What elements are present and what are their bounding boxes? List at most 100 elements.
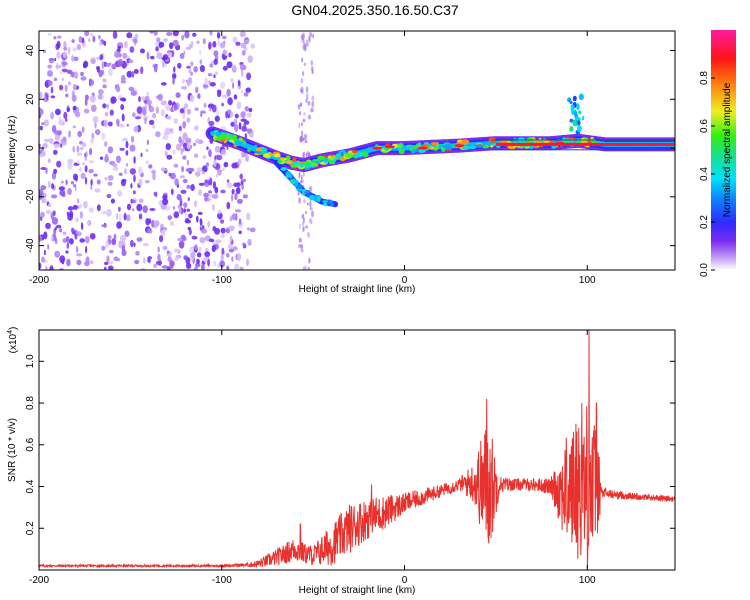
track-blob (433, 147, 439, 151)
noise-blob (109, 109, 114, 116)
noise-blob (197, 211, 203, 215)
noise-blob (201, 228, 207, 234)
noise-blob (239, 266, 244, 270)
noise-blob (190, 61, 194, 67)
noise-blob (72, 125, 76, 129)
noise-blob (241, 151, 246, 158)
noise-blob (220, 253, 224, 261)
noise-blob (214, 227, 221, 235)
noise-blob (47, 203, 52, 208)
streak-blob (307, 202, 309, 206)
noise-blob (56, 40, 61, 49)
noise-blob (96, 66, 100, 73)
noise-blob (47, 158, 51, 163)
noise-blob (59, 189, 66, 197)
track-blob (291, 161, 301, 166)
noise-blob (80, 222, 84, 231)
noise-blob (101, 224, 106, 228)
noise-blob (249, 227, 256, 233)
spike-blob (582, 115, 585, 121)
noise-blob (190, 40, 194, 46)
noise-blob (217, 89, 222, 94)
track-blob (456, 142, 463, 145)
x-tick-label: -200 (29, 575, 49, 586)
noise-blob (212, 41, 217, 48)
noise-blob (207, 179, 212, 185)
noise-blob (215, 174, 219, 178)
noise-blob (166, 266, 171, 270)
noise-blob (204, 196, 208, 202)
colorbar-tick-label: 0.8 (699, 71, 710, 85)
spike-blob (569, 125, 574, 132)
noise-blob (207, 73, 213, 77)
noise-blob (59, 255, 66, 264)
noise-blob (214, 145, 221, 153)
noise-blob (78, 167, 83, 172)
noise-blob (76, 253, 83, 257)
noise-blob (180, 207, 184, 215)
noise-blob (80, 76, 87, 81)
streak-blob (305, 86, 309, 93)
noise-blob (183, 202, 188, 208)
track-blob (309, 162, 318, 167)
streak-blob (300, 33, 305, 41)
noise-blob (54, 237, 58, 245)
noise-blob (186, 117, 191, 123)
track-blob (444, 143, 452, 150)
noise-blob (121, 178, 127, 182)
noise-blob (73, 71, 79, 79)
track-peak (372, 146, 383, 150)
noise-blob (117, 45, 121, 49)
noise-blob (122, 137, 128, 142)
noise-blob (246, 227, 251, 231)
noise-blob (194, 244, 198, 251)
noise-blob (93, 173, 98, 177)
noise-blob (95, 129, 101, 136)
streak-blob (309, 200, 312, 208)
noise-blob (173, 211, 180, 219)
spectrogram-heatmap (39, 31, 675, 270)
noise-blob (232, 64, 236, 72)
noise-blob (185, 262, 192, 269)
y-tick-label: 0.4 (25, 479, 36, 493)
noise-blob (112, 31, 118, 39)
noise-blob (67, 206, 74, 211)
noise-blob (88, 38, 91, 42)
noise-blob (125, 141, 129, 149)
x-tick-label: -100 (212, 275, 232, 286)
spectrogram-x-axis-label: Height of straight line (km) (299, 284, 416, 295)
noise-blob (172, 206, 175, 210)
noise-blob (69, 210, 74, 218)
noise-blob (126, 70, 133, 78)
noise-blob (172, 76, 175, 85)
noise-blob (42, 142, 48, 149)
noise-blob (89, 148, 93, 156)
noise-blob (154, 41, 159, 47)
noise-blob (187, 226, 191, 231)
noise-blob (55, 64, 62, 69)
noise-blob (180, 86, 188, 90)
streak-blob (299, 111, 301, 116)
noise-blob (143, 257, 146, 264)
noise-blob (84, 98, 88, 106)
noise-blob (85, 256, 90, 265)
noise-blob (173, 66, 176, 73)
noise-blob (174, 163, 179, 168)
noise-blob (235, 187, 241, 195)
noise-blob (43, 231, 48, 240)
noise-blob (69, 238, 74, 245)
noise-blob (228, 52, 232, 58)
noise-blob (204, 251, 211, 257)
noise-blob (226, 179, 230, 183)
snr-y-axis-label: SNR (10 * v/v) (7, 418, 18, 482)
noise-blob (92, 116, 99, 123)
noise-blob (187, 197, 190, 202)
noise-blob (155, 46, 159, 52)
noise-blob (144, 180, 150, 184)
branch-blob (296, 184, 303, 189)
track-blob (410, 149, 416, 154)
streak-blob (308, 185, 313, 192)
noise-blob (64, 84, 68, 93)
streak-blob (301, 130, 304, 137)
noise-blob (186, 141, 191, 150)
